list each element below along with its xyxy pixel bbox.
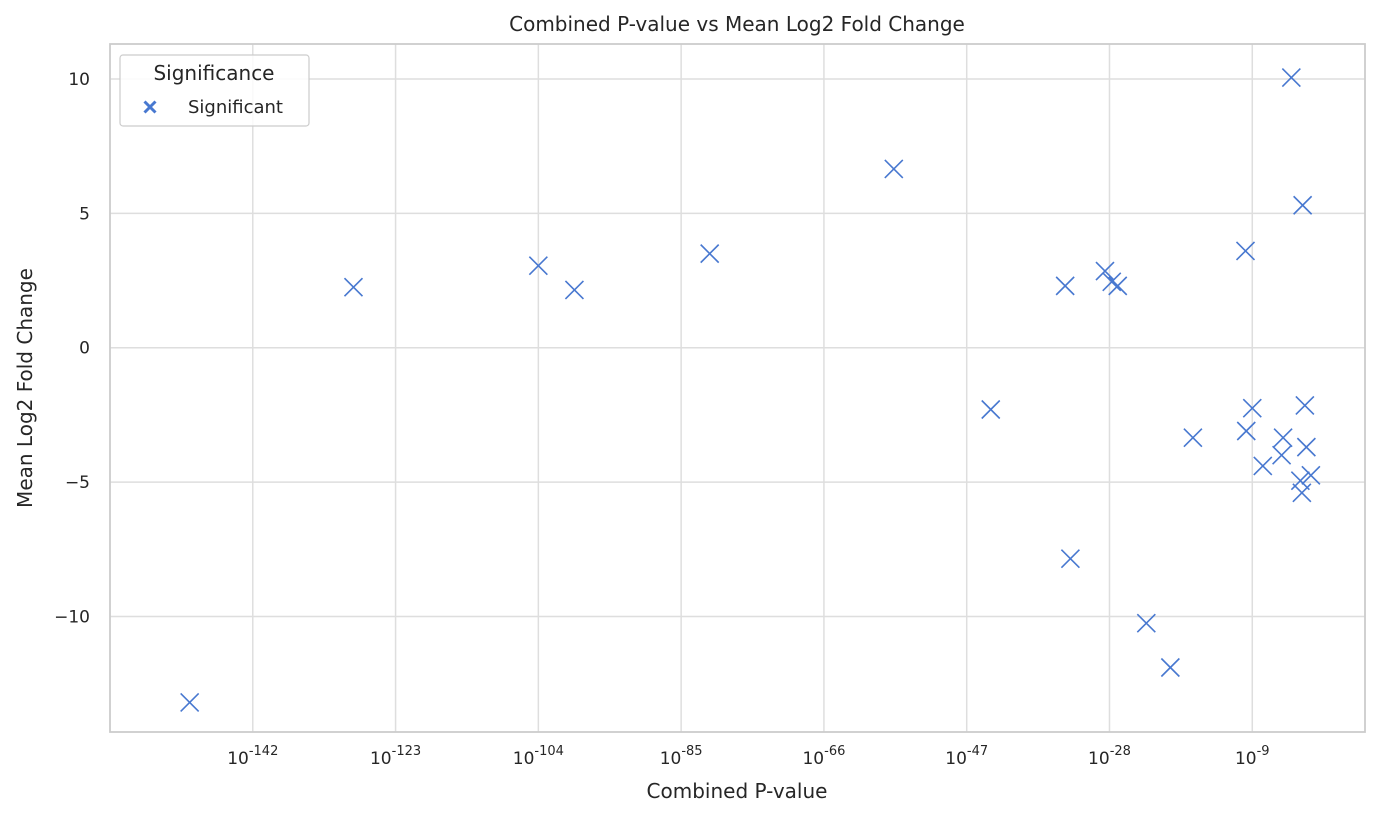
data-point [528, 256, 548, 276]
data-point [1236, 421, 1256, 441]
y-tick-label: −5 [65, 473, 90, 493]
y-tick-label: 0 [79, 339, 90, 359]
grid-lines [110, 44, 1365, 732]
data-point [1055, 276, 1075, 296]
legend-title: Significance [153, 61, 274, 85]
x-axis-label: Combined P-value [647, 779, 828, 803]
x-tick-label: 10-123 [370, 744, 421, 769]
data-point [1290, 471, 1310, 491]
legend-entry-significant: Significant [188, 97, 283, 118]
y-axis-label: Mean Log2 Fold Change [13, 268, 37, 508]
legend: Significance Significant [119, 54, 310, 127]
data-point [1160, 657, 1180, 678]
data-point [1292, 483, 1312, 503]
data-point [1235, 241, 1256, 261]
data-point [343, 277, 364, 297]
data-point [981, 399, 1001, 420]
data-point [1295, 395, 1315, 416]
data-point [1293, 195, 1313, 215]
legend-marker-x-icon [143, 100, 157, 114]
data-point [700, 244, 720, 264]
x-tick-label: 10-85 [660, 744, 703, 769]
plot-frame [109, 43, 1366, 733]
data-point [1095, 261, 1115, 281]
x-tick-label: 10-142 [227, 744, 278, 769]
data-point [1273, 428, 1293, 448]
chart-title: Combined P-value vs Mean Log2 Fold Chang… [509, 12, 965, 36]
y-tick-label: −10 [54, 607, 90, 627]
data-point [884, 159, 904, 179]
y-axis-ticks: 10 5 0 −5 −10 [54, 70, 90, 628]
data-point [1060, 549, 1080, 569]
x-tick-label: 10-47 [945, 744, 988, 769]
x-tick-label: 10-28 [1088, 744, 1131, 769]
x-tick-label: 10-66 [802, 744, 845, 769]
data-point [1272, 445, 1292, 465]
x-tick-label: 10-104 [513, 744, 564, 769]
data-point [1183, 428, 1203, 448]
data-point [1102, 272, 1122, 292]
data-point [1296, 437, 1316, 457]
data-point [1253, 456, 1273, 476]
data-point [1242, 398, 1262, 418]
legend-box [119, 54, 310, 127]
data-point [1108, 276, 1128, 296]
data-point [1136, 613, 1156, 633]
data-points [180, 68, 1321, 713]
data-point [180, 692, 200, 713]
data-point [1301, 465, 1321, 485]
y-tick-label: 10 [68, 70, 90, 90]
y-tick-label: 5 [79, 204, 90, 224]
x-axis-ticks: 10-142 10-123 10-104 10-85 10-66 10-47 10-28 10… [227, 744, 1269, 769]
data-point [1281, 68, 1301, 88]
data-point [564, 280, 584, 300]
x-tick-label: 10-9 [1235, 744, 1270, 769]
